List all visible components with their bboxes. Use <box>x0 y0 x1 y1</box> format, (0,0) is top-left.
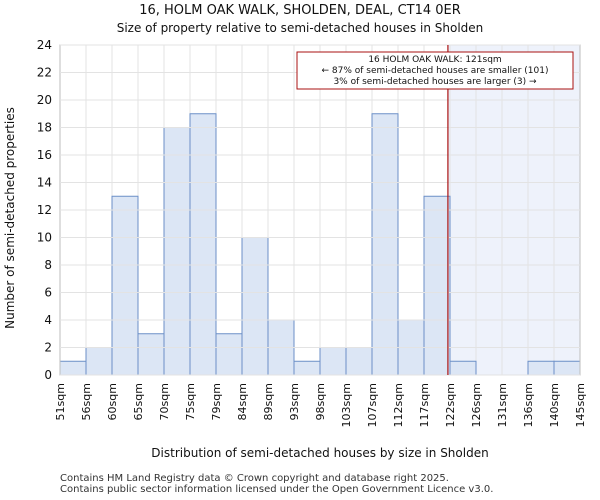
x-tick-label: 56sqm <box>80 383 93 420</box>
bar <box>319 347 347 376</box>
x-tick-label: 70sqm <box>158 383 171 420</box>
x-tick-label: 93sqm <box>288 383 301 420</box>
bar <box>189 113 217 376</box>
y-tick-label: 4 <box>44 313 52 327</box>
x-tick-label: 117sqm <box>418 383 431 427</box>
x-tick-label: 112sqm <box>392 383 405 427</box>
y-tick-label: 16 <box>37 148 52 162</box>
x-axis-label: Distribution of semi-detached houses by … <box>151 446 488 460</box>
x-tick-label: 122sqm <box>444 383 457 427</box>
y-axis-label: Number of semi-detached properties <box>3 107 17 329</box>
y-tick-label: 0 <box>44 368 52 382</box>
x-tick-label: 51sqm <box>54 383 67 420</box>
y-tick-label: 14 <box>37 176 52 190</box>
bar <box>449 360 477 376</box>
bar <box>345 347 373 376</box>
x-tick-label: 79sqm <box>210 383 223 420</box>
y-tick-label: 18 <box>37 121 52 135</box>
bar <box>293 360 321 376</box>
x-tick-label: 140sqm <box>548 383 561 427</box>
x-tick-label: 84sqm <box>236 383 249 420</box>
x-tick-label: 126sqm <box>470 383 483 427</box>
bar <box>215 333 243 376</box>
x-tick-label: 65sqm <box>132 383 145 420</box>
y-tick-label: 8 <box>44 258 52 272</box>
footer-line-1: Contains HM Land Registry data © Crown c… <box>60 473 449 484</box>
x-tick-label: 145sqm <box>574 383 587 427</box>
x-tick-label: 131sqm <box>496 383 509 427</box>
bar <box>423 195 451 376</box>
bar <box>241 237 269 376</box>
bar <box>553 360 581 376</box>
annotation-box: 16 HOLM OAK WALK: 121sqm ← 87% of semi-d… <box>296 51 574 90</box>
chart-subtitle: Size of property relative to semi-detach… <box>117 21 484 35</box>
bar <box>85 347 113 376</box>
annotation-line-2: ← 87% of semi-detached houses are smalle… <box>322 66 549 76</box>
x-tick-label: 136sqm <box>522 383 535 427</box>
chart: 16, HOLM OAK WALK, SHOLDEN, DEAL, CT14 0… <box>3 3 587 460</box>
y-tick-label: 2 <box>44 341 52 355</box>
y-tick-label: 10 <box>37 231 52 245</box>
bar <box>137 333 165 376</box>
x-tick-label: 107sqm <box>366 383 379 427</box>
footer-line-2: Contains public sector information licen… <box>60 484 494 495</box>
x-tick-label: 75sqm <box>184 383 197 420</box>
x-tick-label: 103sqm <box>340 383 353 427</box>
x-tick-label: 89sqm <box>262 383 275 420</box>
x-tick-label: 60sqm <box>106 383 119 420</box>
bar <box>111 195 139 376</box>
y-tick-label: 20 <box>37 93 52 107</box>
y-tick-label: 22 <box>37 66 52 80</box>
annotation-line-1: 16 HOLM OAK WALK: 121sqm <box>368 55 501 65</box>
y-tick-label: 24 <box>37 38 52 52</box>
annotation-line-3: 3% of semi-detached houses are larger (3… <box>333 77 537 87</box>
bar <box>371 113 399 376</box>
bar <box>59 360 87 376</box>
x-tick-label: 98sqm <box>314 383 327 420</box>
chart-title: 16, HOLM OAK WALK, SHOLDEN, DEAL, CT14 0… <box>139 3 461 18</box>
bar <box>527 360 555 376</box>
y-tick-label: 12 <box>37 203 52 217</box>
footer: Contains HM Land Registry data © Crown c… <box>60 473 493 495</box>
y-tick-label: 6 <box>44 286 52 300</box>
bar <box>163 127 191 376</box>
